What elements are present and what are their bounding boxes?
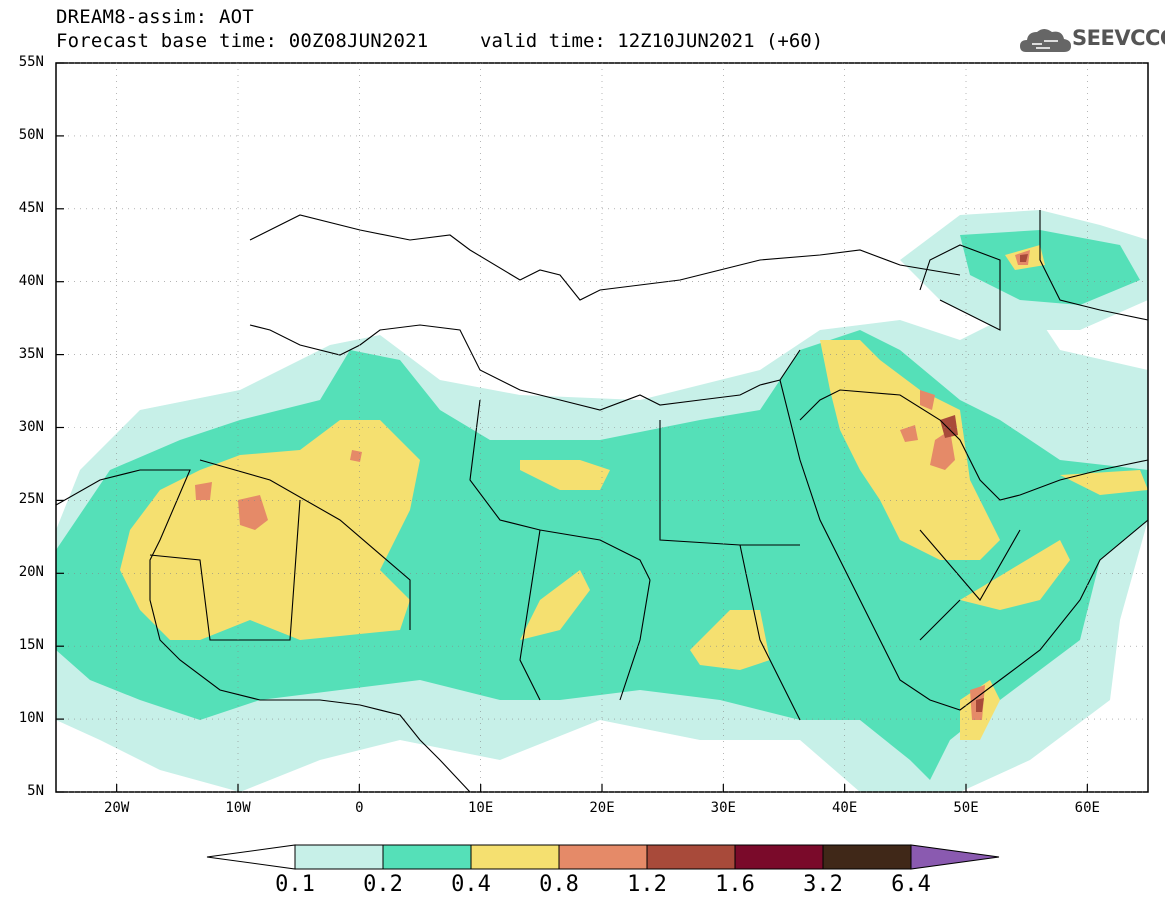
- colorbar-label: 1.6: [715, 872, 755, 897]
- lon-label: 20W: [104, 800, 130, 816]
- valid-time: valid time: 12Z10JUN2021 (+60): [480, 30, 824, 52]
- colorbar-box: [470, 844, 560, 870]
- lat-label: 45N: [18, 199, 44, 216]
- lat-label: 30N: [18, 418, 44, 435]
- tick-marks: [56, 62, 1088, 793]
- colorbar-label: 3.2: [803, 872, 843, 897]
- colorbar-box: [822, 844, 912, 870]
- colorbar-box: [646, 844, 736, 870]
- colorbar-box: [558, 844, 648, 870]
- lat-label: 55N: [18, 54, 44, 70]
- lat-label: 40N: [18, 272, 44, 289]
- lon-label: 30E: [710, 800, 736, 816]
- colorbar: [206, 844, 1000, 870]
- map-title: DREAM8-assim: AOT: [56, 6, 254, 28]
- lat-label: 50N: [18, 126, 44, 143]
- lat-label: 15N: [18, 637, 44, 654]
- coastlines: [56, 210, 1148, 792]
- colorbar-box: [734, 844, 824, 870]
- forecast-base-time: Forecast base time: 00Z08JUN2021: [56, 30, 429, 52]
- colorbar-box: [382, 844, 472, 870]
- lat-label: 10N: [18, 710, 44, 727]
- lat-label: 5N: [27, 783, 44, 799]
- lon-label: 10W: [225, 800, 251, 816]
- colorbar-low-arrow: [206, 844, 296, 870]
- lon-label: 50E: [953, 800, 979, 816]
- lat-label: 35N: [18, 345, 44, 362]
- logo-text: SEEVCCC: [1072, 26, 1165, 50]
- colorbar-label: 0.8: [539, 872, 579, 897]
- colorbar-box: [294, 844, 384, 870]
- colorbar-label: 0.2: [363, 872, 403, 897]
- lat-label: 25N: [18, 491, 44, 508]
- lon-label: 10E: [468, 800, 494, 816]
- lon-label: 60E: [1074, 800, 1100, 816]
- colorbar-label: 6.4: [891, 872, 931, 897]
- lon-label: 20E: [589, 800, 615, 816]
- colorbar-label: 0.1: [275, 872, 315, 897]
- lon-label: 40E: [832, 800, 858, 816]
- colorbar-high-arrow: [910, 844, 1000, 870]
- cloud-logo-icon: [1020, 29, 1071, 52]
- colorbar-label: 1.2: [627, 872, 667, 897]
- lat-label: 20N: [18, 564, 44, 581]
- lon-label: 0: [355, 800, 364, 816]
- colorbar-label: 0.4: [451, 872, 491, 897]
